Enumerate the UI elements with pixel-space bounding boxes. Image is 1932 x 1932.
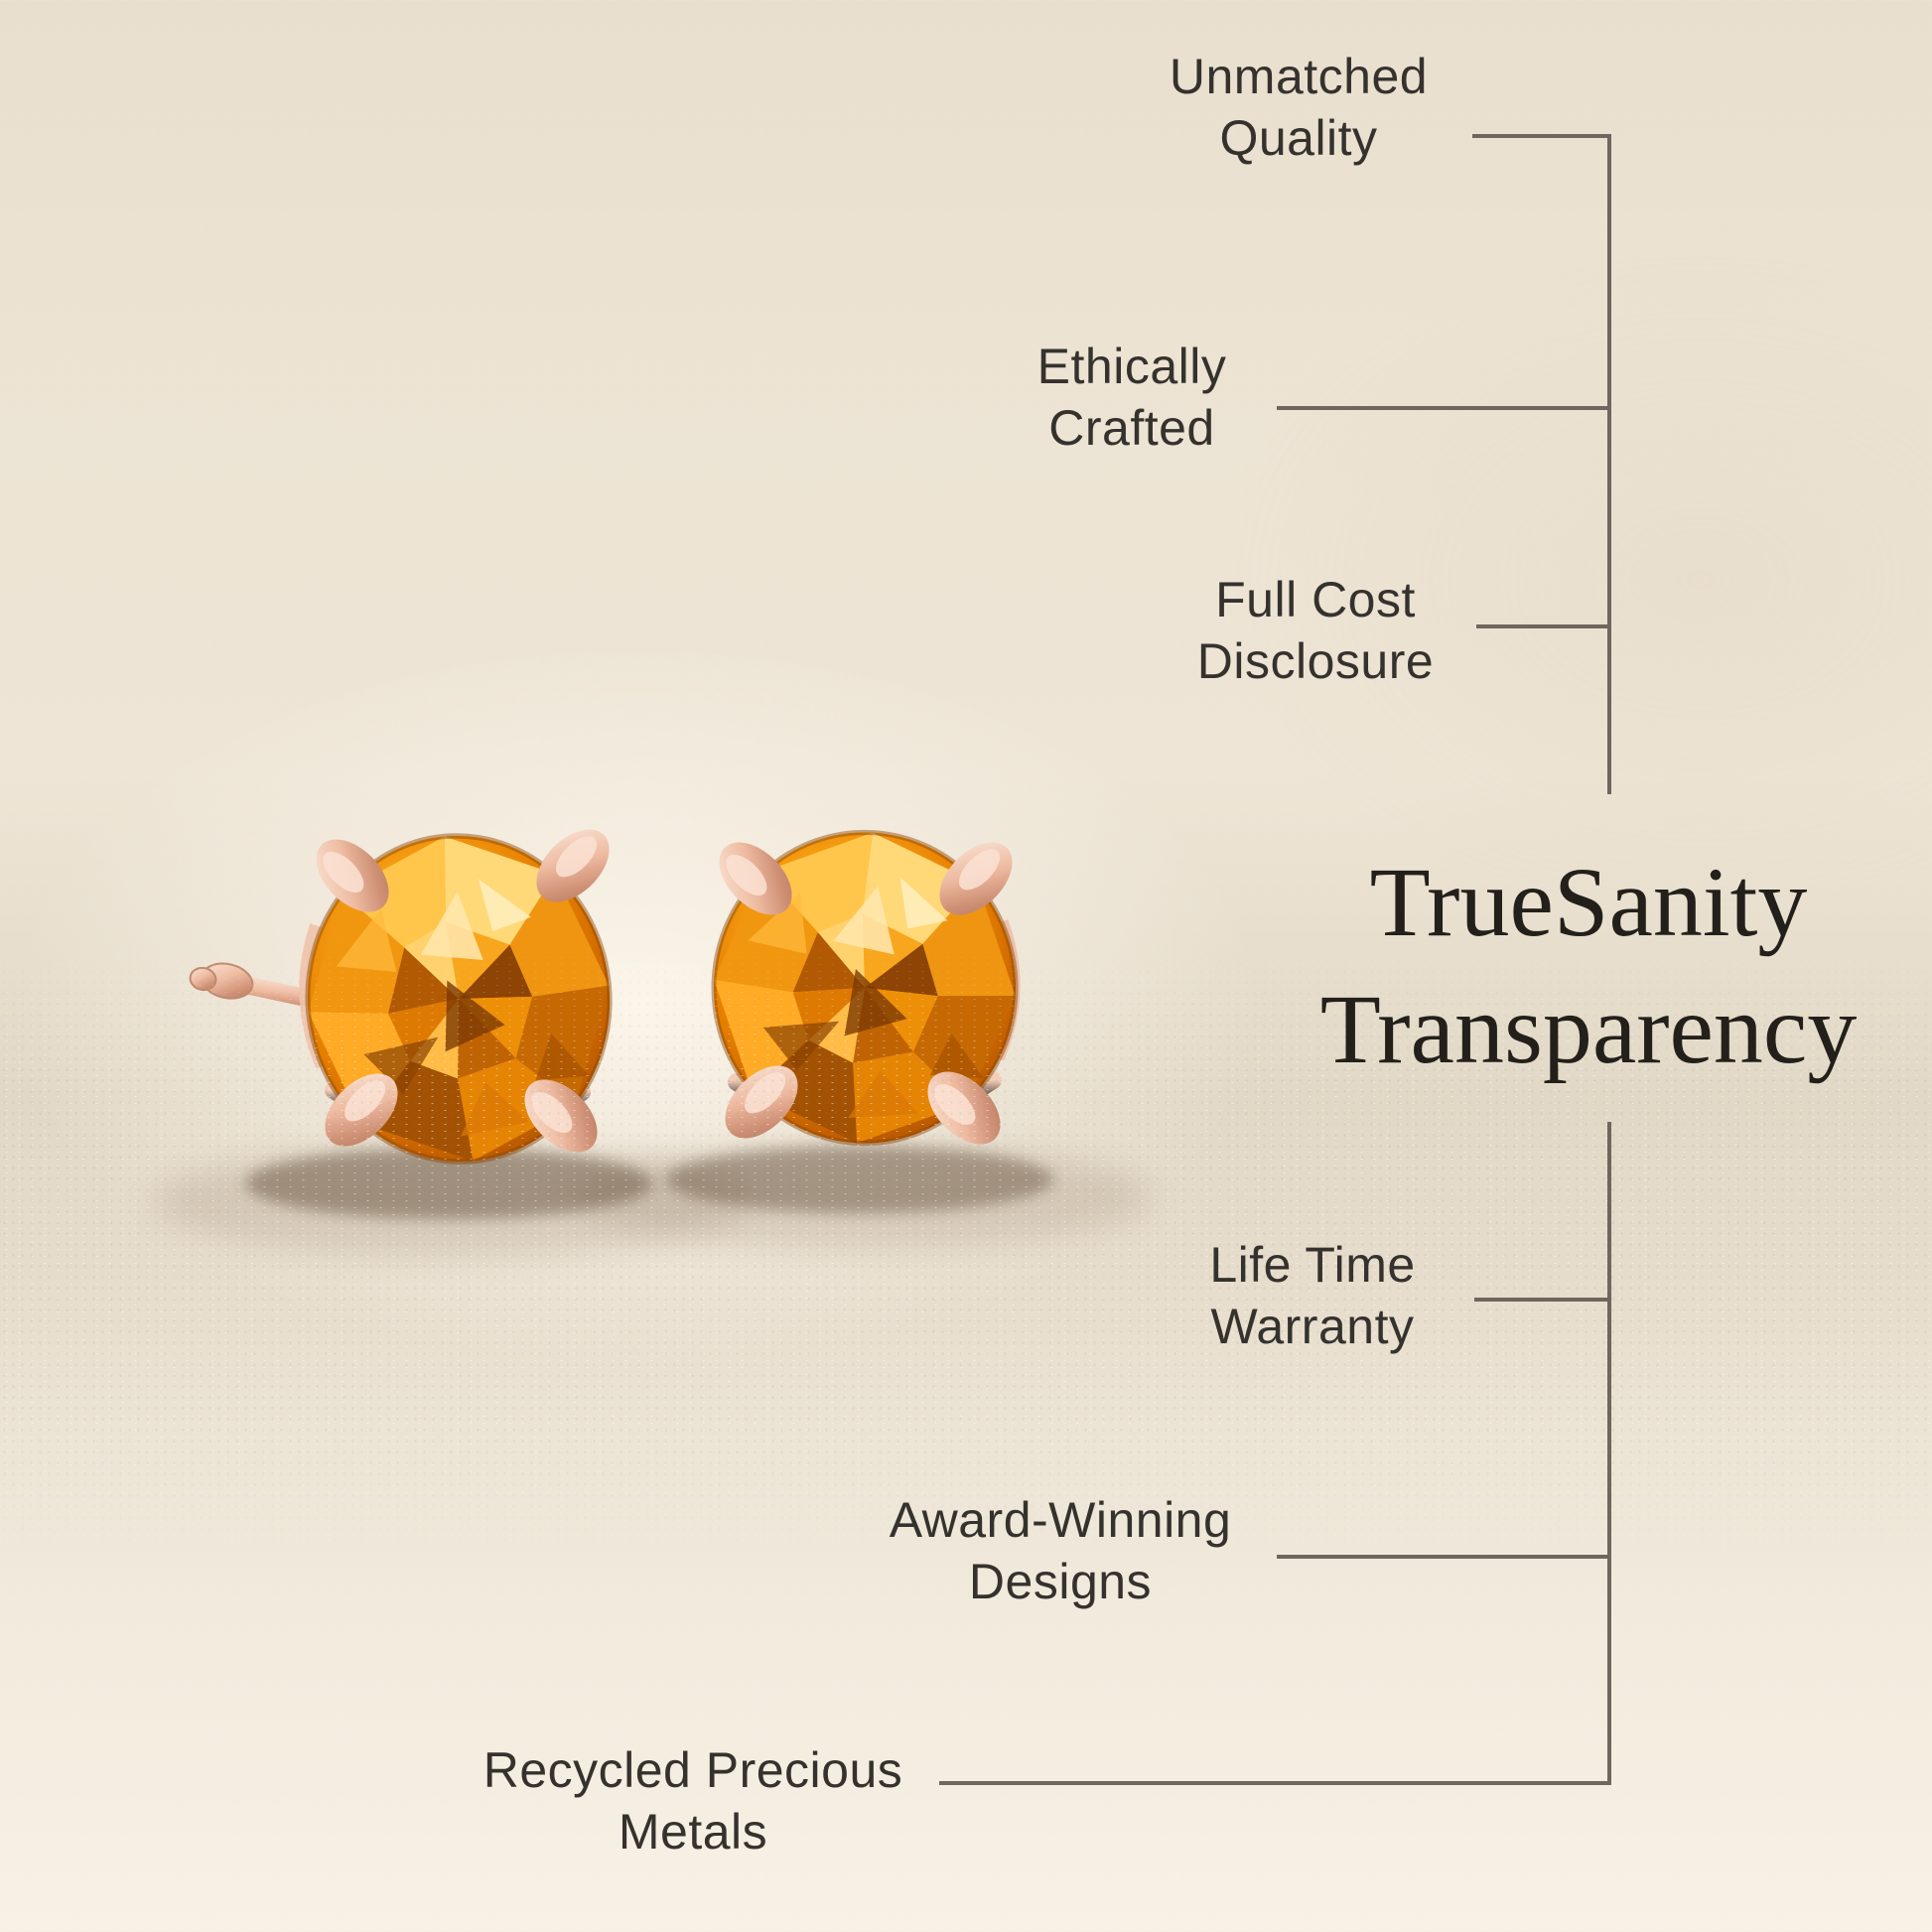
label-full-cost-disclosure: Full Cost Disclosure	[1117, 569, 1514, 692]
connector-ethically-crafted	[1277, 406, 1607, 410]
brand-heading-line2: Transparency	[1319, 974, 1858, 1084]
brand-heading-line1: TrueSanity	[1369, 847, 1808, 957]
right-earring	[706, 824, 1026, 1159]
label-award-winning-designs: Award-Winning Designs	[862, 1489, 1259, 1612]
connector-full-cost-disclosure	[1476, 624, 1607, 628]
label-line: Ethically	[1036, 339, 1227, 394]
connector-spine-lower	[1607, 1122, 1611, 1785]
label-ethically-crafted: Ethically Crafted	[933, 336, 1330, 459]
label-line: Crafted	[1048, 400, 1215, 456]
label-line: Full Cost	[1215, 572, 1416, 627]
left-earring	[189, 815, 623, 1174]
label-line: Metals	[618, 1804, 768, 1860]
brand-heading: TrueSanity Transparency	[1221, 839, 1932, 1093]
label-recycled-precious-metals: Recycled Precious Metals	[445, 1739, 941, 1863]
label-line: Award-Winning	[889, 1492, 1232, 1548]
label-line: Warranty	[1210, 1299, 1415, 1354]
label-unmatched-quality: Unmatched Quality	[1100, 46, 1497, 169]
surface-shadows	[154, 1145, 1150, 1256]
label-line: Designs	[968, 1554, 1153, 1609]
connector-award-winning-designs	[1277, 1555, 1607, 1559]
connector-life-time-warranty	[1474, 1298, 1607, 1302]
label-line: Life Time	[1209, 1237, 1416, 1293]
label-line: Recycled Precious	[483, 1742, 903, 1798]
label-line: Quality	[1219, 110, 1378, 166]
label-line: Disclosure	[1196, 633, 1435, 689]
connector-recycled-precious-metals	[939, 1781, 1611, 1785]
connector-unmatched-quality	[1472, 134, 1611, 138]
connector-spine-upper	[1607, 134, 1611, 794]
label-line: Unmatched	[1169, 49, 1429, 104]
label-life-time-warranty: Life Time Warranty	[1114, 1234, 1511, 1357]
